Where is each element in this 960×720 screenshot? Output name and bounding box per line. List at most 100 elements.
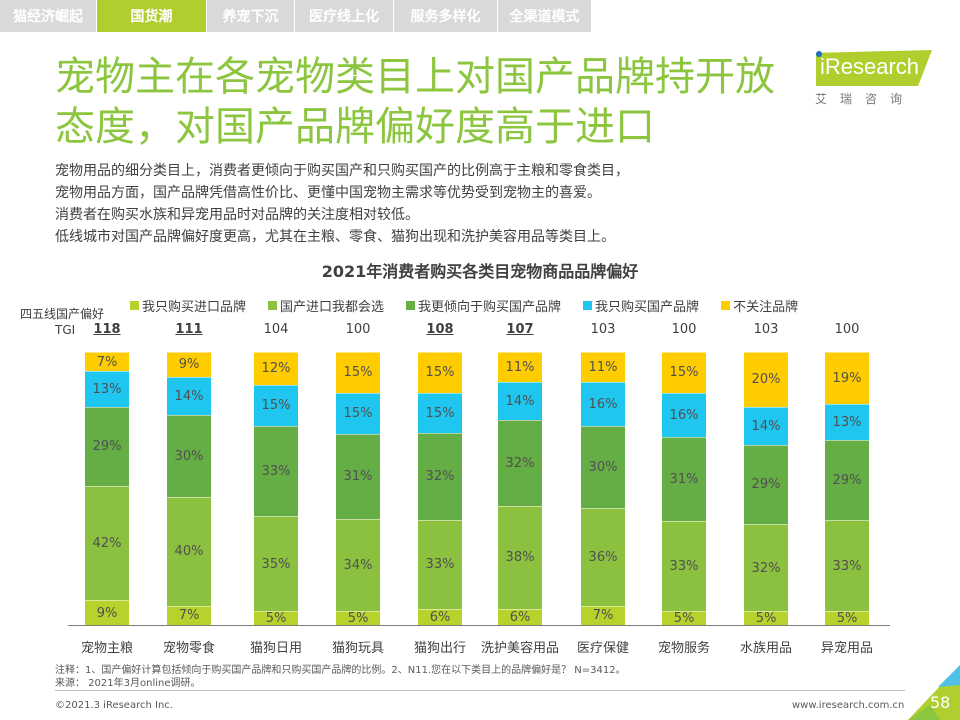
category-label: 异宠用品 — [820, 641, 873, 656]
data-label: 12% — [261, 361, 291, 377]
bar-segment: 34% — [336, 518, 380, 612]
category-label: 宠物主粮 — [80, 641, 133, 656]
category-label: 医疗保健 — [576, 641, 629, 656]
website-link[interactable]: www.iresearch.com.cn — [792, 700, 905, 711]
bar-segment: 13% — [85, 371, 129, 407]
tab-omnichannel[interactable]: 全渠道模式 — [498, 0, 591, 32]
tab-cat-economy[interactable]: 猫经济崛起 — [0, 0, 96, 32]
tgi-value: 108 — [426, 322, 454, 337]
tab-label: 国货潮 — [130, 9, 173, 25]
tab-label: 服务多样化 — [410, 9, 481, 25]
bar-segment: 42% — [85, 485, 129, 601]
category-label: 水族用品 — [739, 641, 792, 656]
page-number: 58 — [930, 693, 951, 712]
data-label: 42% — [92, 536, 122, 552]
legend-swatch — [130, 301, 139, 310]
tab-domestic-trend[interactable]: 国货潮 — [97, 0, 206, 32]
bar-segment: 33% — [825, 520, 869, 612]
data-label: 5% — [347, 611, 369, 627]
tgi-value: 107 — [506, 322, 534, 337]
tgi-label: 四五线国产偏好 — [20, 307, 105, 321]
legend-swatch — [406, 301, 416, 310]
logo-text: iResearch — [820, 54, 920, 79]
bar-segment: 16% — [581, 382, 625, 426]
data-label: 33% — [669, 559, 699, 575]
tgi-value: 100 — [834, 322, 860, 337]
data-label: 5% — [836, 611, 858, 627]
data-label: 33% — [832, 558, 862, 574]
legend-item: 我只购买进口品牌 — [130, 296, 246, 315]
data-label: 16% — [669, 407, 699, 423]
bar-segment: 30% — [581, 425, 625, 508]
data-label: 40% — [174, 544, 204, 560]
section-tabs: 猫经济崛起 国货潮 养宠下沉 医疗线上化 服务多样化 全渠道模式 — [0, 0, 592, 32]
data-label: 15% — [669, 365, 699, 381]
bar-segment: 15% — [662, 352, 706, 393]
bar-segment: 7% — [581, 605, 625, 625]
bar-segment: 32% — [418, 433, 462, 520]
legend-label: 我只购买国产品牌 — [595, 300, 700, 315]
x-axis-line — [68, 625, 890, 626]
data-label: 35% — [261, 556, 291, 572]
data-label: 15% — [261, 398, 291, 414]
data-label: 32% — [751, 560, 781, 576]
data-label: 19% — [832, 371, 862, 387]
bar-segment: 36% — [581, 507, 625, 606]
category-label: 猫狗日用 — [249, 641, 302, 656]
legend-item: 我更倾向于购买国产品牌 — [406, 296, 561, 315]
category-label: 宠物零食 — [162, 641, 215, 656]
tab-lower-tier[interactable]: 养宠下沉 — [207, 0, 294, 32]
category-label: 宠物服务 — [657, 641, 710, 656]
data-label: 16% — [588, 396, 618, 412]
data-label: 20% — [751, 372, 781, 388]
logo-subtitle: 艾瑞咨询 — [815, 92, 916, 106]
bar-segment: 6% — [418, 608, 462, 625]
data-label: 6% — [429, 609, 451, 625]
data-label: 30% — [588, 459, 618, 475]
category-label: 猫狗出行 — [413, 641, 466, 656]
data-label: 5% — [755, 611, 777, 627]
data-label: 14% — [751, 418, 781, 434]
tab-label: 医疗线上化 — [309, 9, 379, 25]
data-label: 11% — [505, 359, 535, 375]
data-label: 38% — [505, 550, 535, 566]
bar-segment: 33% — [418, 519, 462, 609]
copyright: ©2021.3 iResearch Inc. — [55, 700, 173, 711]
data-label: 30% — [174, 448, 204, 464]
bar-segment: 19% — [825, 352, 869, 405]
bar-segment: 12% — [254, 352, 298, 385]
bar-segment: 14% — [744, 406, 788, 445]
data-label: 6% — [509, 609, 531, 625]
chart-title: 2021年消费者购买各类目宠物商品品牌偏好 — [321, 262, 639, 281]
bar-segment: 31% — [662, 436, 706, 522]
footer-divider — [55, 690, 905, 691]
data-label: 32% — [425, 469, 455, 485]
bar-segment: 7% — [85, 352, 129, 372]
legend-swatch — [583, 301, 593, 310]
tab-service-diversity[interactable]: 服务多样化 — [394, 0, 497, 32]
footnote-note: 注释：1、国产偏好计算包括倾向于购买国产品牌和只购买国产品牌的比例。2、N11.… — [55, 665, 626, 676]
data-label: 15% — [343, 406, 373, 422]
category-label: 猫狗玩具 — [331, 641, 384, 656]
description-line: 宠物用品的细分类目上，消费者更倾向于购买国产和只购买国产的比例高于主粮和零食类目… — [55, 163, 629, 179]
legend-item: 我只购买国产品牌 — [583, 296, 699, 315]
tab-medical-online[interactable]: 医疗线上化 — [295, 0, 393, 32]
data-label: 32% — [505, 455, 535, 471]
description-line: 宠物用品方面，国产品牌凭借高性价比、更懂中国宠物主需求等优势受到宠物主的喜爱。 — [55, 185, 601, 201]
bar-segment: 33% — [254, 425, 298, 516]
bar-segment: 32% — [498, 419, 542, 507]
bar-segment: 5% — [662, 611, 706, 626]
data-label: 13% — [92, 381, 122, 397]
tab-label: 全渠道模式 — [509, 9, 580, 25]
bar-segment: 16% — [662, 392, 706, 437]
data-label: 29% — [832, 473, 862, 489]
bar-segment: 33% — [662, 521, 706, 612]
tgi-label-abbr: TGI — [55, 323, 76, 337]
bar-segment: 15% — [418, 352, 462, 393]
data-label: 11% — [588, 360, 618, 375]
data-label: 7% — [96, 354, 118, 370]
data-label: 31% — [343, 469, 373, 485]
data-label: 7% — [178, 608, 200, 624]
bar-segment: 5% — [825, 611, 869, 627]
bar-segment: 15% — [336, 392, 380, 434]
